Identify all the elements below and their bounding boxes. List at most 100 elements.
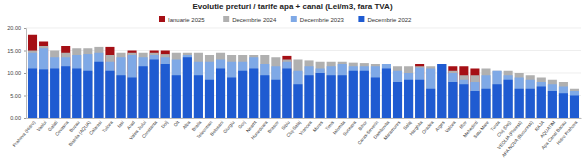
bar — [28, 51, 37, 119]
bar — [481, 69, 490, 119]
bar — [360, 66, 369, 118]
bar — [437, 64, 446, 118]
bar — [448, 82, 457, 118]
bar — [83, 54, 92, 118]
bar — [227, 62, 236, 118]
bar — [260, 64, 269, 118]
bar — [161, 54, 170, 118]
x-tick-label: Gorj — [237, 120, 246, 130]
x-tick-label: Giurgiu — [222, 120, 236, 135]
bar — [371, 64, 380, 118]
bar — [349, 66, 358, 118]
x-tick-label: Valcea — [444, 120, 457, 134]
x-tick: Gorj — [237, 118, 246, 130]
bar — [50, 57, 59, 118]
bar — [128, 55, 137, 118]
bar — [150, 55, 159, 118]
x-tick: Brasov — [267, 118, 280, 134]
bar — [282, 60, 291, 119]
x-tick: Olt — [173, 118, 181, 128]
legend: Ianuarie 2025 Decembrie 2024 Decembrie 202… — [159, 16, 412, 23]
legend-item: Ianuarie 2025 — [159, 16, 205, 23]
y-tick: 20.00 — [7, 25, 26, 31]
bar — [227, 55, 236, 118]
bar — [94, 47, 103, 118]
legend-item: Decembrie 2023 — [291, 16, 345, 23]
bar — [459, 84, 468, 118]
x-tick-label: Vaslui — [36, 120, 48, 133]
legend-item: Decembrie 2022 — [358, 16, 412, 23]
bar — [28, 53, 37, 118]
bar — [216, 60, 225, 119]
x-tick: Constanta — [141, 118, 159, 139]
bar — [459, 80, 468, 118]
legend-item: Decembrie 2024 — [223, 16, 277, 23]
x-tick-label: Calarasi — [88, 120, 103, 136]
x-axis: Prahova (Hidro)VasluiGalatiCovasnaBuzauB… — [12, 118, 582, 158]
bar — [83, 48, 92, 118]
bar — [194, 75, 203, 118]
bar — [161, 57, 170, 118]
bar — [249, 57, 258, 118]
bar — [470, 69, 479, 119]
bar — [72, 69, 81, 119]
legend-swatch — [159, 16, 165, 22]
bar — [271, 66, 280, 118]
bar — [39, 42, 48, 119]
x-tick-label: Constanta — [141, 120, 159, 140]
bar — [526, 80, 535, 118]
x-tick: Botosani — [209, 118, 224, 137]
bar — [271, 80, 280, 118]
legend-label: Decembrie 2023 — [300, 17, 345, 23]
bar — [39, 69, 48, 118]
bar — [205, 62, 214, 118]
bar — [537, 78, 546, 119]
bar — [382, 69, 391, 119]
bar — [559, 93, 568, 118]
bar — [161, 51, 170, 119]
y-axis: 0.005.0010.0015.0020.00 — [7, 25, 26, 121]
y-tick: 5.00 — [10, 93, 26, 99]
x-tick-label: Suceava — [342, 120, 358, 137]
bar — [338, 62, 347, 118]
bar — [570, 89, 579, 118]
bar — [404, 80, 413, 118]
y-tick-label: 10.00 — [7, 70, 21, 76]
y-tick-label: 5.00 — [10, 93, 21, 99]
bar — [28, 69, 37, 119]
bar — [72, 55, 81, 118]
bar — [183, 53, 192, 118]
x-tick: Prahova (Hidro) — [12, 118, 37, 148]
bar — [537, 82, 546, 118]
bar — [194, 53, 203, 118]
y-tick-label: 20.00 — [7, 25, 21, 31]
x-tick: Vaslui — [36, 118, 48, 132]
bar — [128, 51, 137, 119]
bar — [128, 53, 137, 118]
x-tick: Tulcea — [101, 118, 114, 134]
x-tick-label: Dolj — [160, 120, 169, 129]
bar — [227, 78, 236, 119]
bar — [282, 62, 291, 118]
x-tick: Oradea — [421, 118, 435, 135]
bar — [316, 69, 325, 119]
bar — [382, 64, 391, 118]
bar — [349, 71, 358, 118]
y-tick-label: 15.00 — [7, 48, 21, 54]
bar — [238, 62, 247, 118]
bar — [238, 71, 247, 118]
bar — [493, 71, 502, 118]
bar — [205, 55, 214, 118]
bar — [448, 66, 457, 118]
bar — [61, 57, 70, 118]
bar — [515, 89, 524, 118]
x-tick-label: Iasi — [117, 120, 125, 129]
bar — [570, 96, 579, 119]
bar — [504, 71, 513, 118]
bar — [470, 91, 479, 118]
bar — [371, 66, 380, 118]
x-tick: Vrancea — [298, 118, 313, 136]
bar — [105, 47, 114, 118]
x-tick: Giurgiu — [222, 118, 236, 134]
bar — [338, 64, 347, 118]
